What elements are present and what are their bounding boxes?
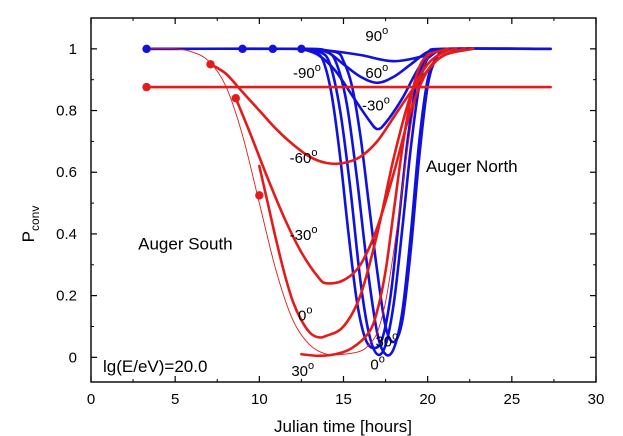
y-axis-title-group: Pconv (19, 206, 42, 243)
y-tick-label: 0.4 (56, 226, 77, 243)
y-tick-label: 0.8 (56, 103, 77, 120)
label-auger-south: Auger South (138, 234, 233, 253)
energy-label: lg(E/eV)=20.0 (103, 357, 207, 376)
x-tick-label: 20 (419, 391, 436, 408)
anno-blue-minus30: -30o (362, 95, 390, 115)
anno-blue-minus90: -90o (293, 62, 321, 82)
anno-red-minus60: -60o (290, 147, 318, 167)
auger-north-curve-5 (300, 47, 446, 357)
x-tick-label: 10 (251, 391, 268, 408)
label-auger-north: Auger North (426, 157, 518, 176)
anno-blue-0: 0o (370, 354, 384, 374)
x-tick-label: 25 (503, 391, 520, 408)
auger-south-curve-12 (146, 48, 445, 356)
red-marker (255, 191, 264, 200)
auger-north-curve-6 (300, 47, 446, 344)
y-tick-label: 0.2 (56, 288, 77, 305)
anno-blue-60: 60o (365, 62, 388, 82)
y-axis-title: Pconv (19, 206, 42, 243)
x-tick-label: 30 (588, 391, 605, 408)
blue-marker (142, 44, 151, 54)
auger-south-curve-9 (234, 47, 466, 285)
red-marker (206, 60, 215, 69)
blue-marker (238, 44, 247, 54)
x-tick-label: 5 (171, 391, 179, 408)
marker-layer (142, 44, 306, 200)
y-tick-label: 0 (69, 349, 77, 366)
anno-blue-30: 30o (375, 331, 398, 351)
anno-red-0: 0o (298, 304, 312, 324)
anno-red-minus30: -30o (290, 224, 318, 244)
red-marker (231, 94, 240, 103)
y-tick-label: 0.6 (56, 164, 77, 181)
x-tick-label: 0 (87, 391, 95, 408)
series-layer (145, 47, 552, 358)
y-axis-title-sub: conv (28, 206, 42, 231)
blue-marker (268, 44, 277, 54)
blue-marker (297, 44, 306, 54)
y-tick-label: 1 (69, 41, 77, 58)
x-tick-label: 15 (335, 391, 352, 408)
tick-layer: 0 5 10 15 20 25 30 0 0.2 0.4 0.6 0.8 1 (56, 18, 604, 408)
annotation-layer: 90o -90o 60o -30o -60o -30o 0o 30o 30o 0o Auger No… (138, 25, 518, 380)
y-axis-title-main: P (19, 231, 38, 242)
anno-red-30: 30o (291, 360, 314, 380)
auger-south-curve-11 (300, 47, 450, 358)
red-marker (142, 82, 151, 92)
anno-blue-90: 90o (365, 25, 388, 45)
x-axis-title: Julian time [hours] (274, 417, 412, 436)
